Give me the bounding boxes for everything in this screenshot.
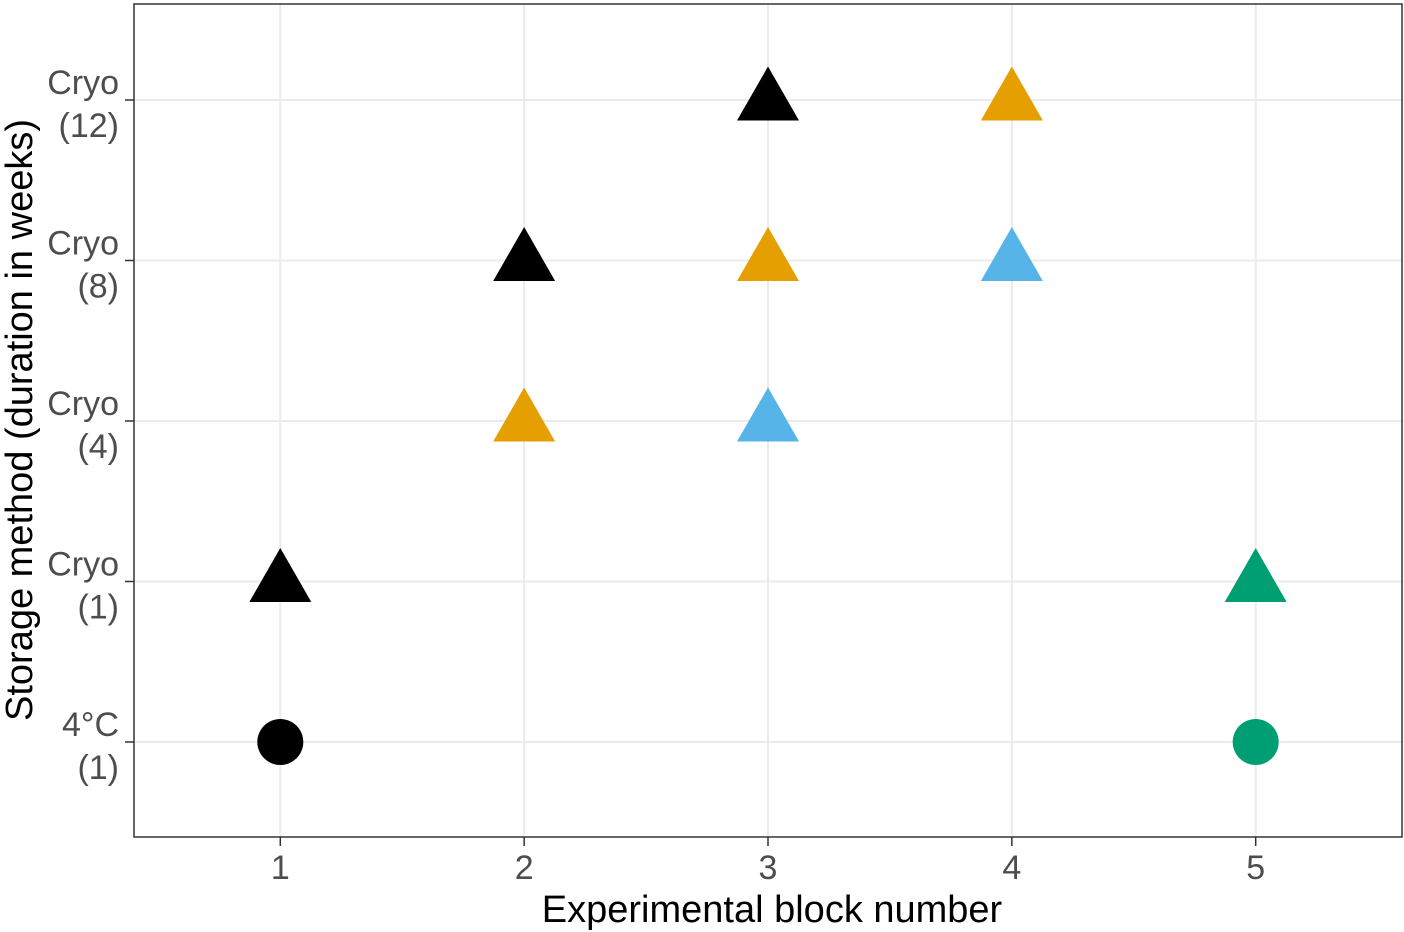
y-tick-label-line1: Cryo <box>47 385 119 423</box>
x-tick-label: 1 <box>271 849 290 887</box>
y-tick-label-line2: (1) <box>77 749 119 787</box>
data-point-triangle <box>493 387 556 442</box>
y-tick-label-line1: Cryo <box>47 64 119 102</box>
y-tick-label-line2: (12) <box>59 107 119 145</box>
y-tick-label-line1: Cryo <box>47 225 119 263</box>
data-point-triangle <box>493 227 556 282</box>
data-point-triangle <box>1224 548 1287 603</box>
y-tick-label-line1: 4°C <box>62 706 119 744</box>
y-tick-label-line1: Cryo <box>47 546 119 584</box>
data-point-triangle <box>249 548 312 603</box>
data-point-triangle <box>737 387 799 442</box>
x-tick-label: 5 <box>1246 849 1265 887</box>
data-point-triangle <box>737 227 799 282</box>
y-tick-label-line2: (8) <box>77 268 119 306</box>
axis-ticks <box>125 99 1257 846</box>
data-points <box>249 66 1287 765</box>
y-tick-label-line2: (1) <box>77 589 119 627</box>
y-tick-label-line2: (4) <box>77 428 119 466</box>
data-point-circle <box>257 719 304 765</box>
y-axis-title: Storage method (duration in weeks) <box>0 119 41 721</box>
data-point-triangle <box>980 227 1043 282</box>
x-axis-title: Experimental block number <box>542 889 1003 931</box>
data-point-triangle <box>737 66 799 121</box>
x-tick-label: 2 <box>515 849 534 887</box>
data-point-triangle <box>980 66 1043 121</box>
x-tick-label: 3 <box>759 849 778 887</box>
data-point-circle <box>1232 719 1279 765</box>
x-tick-label: 4 <box>1002 849 1021 887</box>
tick-labels: 1 2 3 4 5 4°C (1) Cryo (1) Cryo (4) Cryo (8) Cryo (12) <box>47 64 1265 887</box>
